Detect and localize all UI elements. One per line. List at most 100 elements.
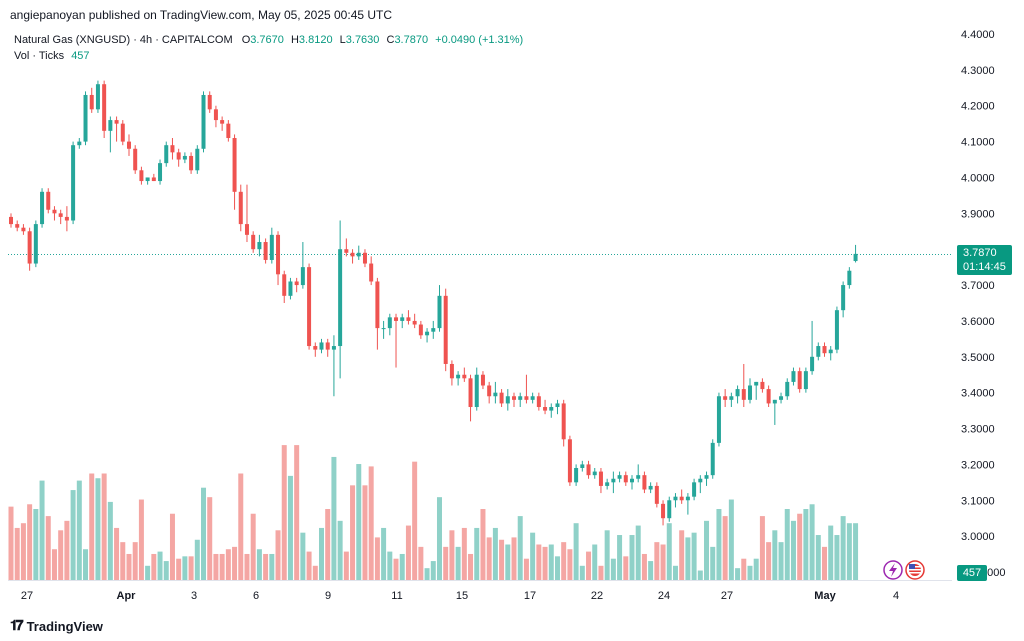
volume-bar: [635, 525, 641, 580]
candle-body: [195, 148, 200, 171]
volume-bar: [536, 544, 542, 580]
volume-bar: [747, 565, 753, 580]
candle-body: [251, 234, 256, 250]
candle-body: [269, 234, 274, 260]
candle-body: [822, 346, 827, 354]
candle-body: [201, 94, 206, 149]
volume-bar: [151, 553, 157, 580]
volume-bar: [772, 530, 778, 580]
close-label: C: [386, 34, 395, 46]
volume-bar: [64, 520, 70, 580]
volume-bar: [846, 523, 852, 580]
time-tick-label: 27: [721, 590, 733, 602]
candle-body: [741, 389, 746, 400]
volume-bar: [157, 551, 163, 580]
candle-body: [586, 464, 591, 476]
candle-body: [164, 145, 169, 164]
volume-bar: [797, 513, 803, 580]
candle-body: [723, 396, 728, 400]
volume-bar: [679, 530, 685, 580]
volume-bar: [449, 530, 455, 580]
volume-bar: [486, 537, 492, 580]
candle-body: [673, 496, 678, 501]
volume-bar: [287, 475, 293, 580]
lightning-icon[interactable]: [883, 560, 903, 580]
candle-body: [344, 249, 349, 253]
volume-bar: [468, 553, 474, 580]
volume-bar: [83, 549, 89, 580]
price-tick-label: 3.9000: [961, 208, 995, 220]
candle-body: [338, 249, 343, 347]
candle-body: [580, 464, 585, 468]
volume-badge: 457: [957, 565, 987, 581]
us-flag-icon[interactable]: [905, 560, 925, 580]
volume-bar: [219, 553, 225, 580]
price-tick-label: 3.3000: [961, 424, 995, 436]
volume-bar: [834, 535, 840, 580]
candle-body: [356, 252, 361, 257]
volume-bar: [573, 523, 579, 580]
volume-bar: [716, 509, 722, 580]
candle-body: [369, 263, 374, 282]
candle-body: [841, 285, 846, 311]
volume-bar: [145, 565, 151, 580]
candle-body: [735, 389, 740, 397]
volume-bar: [70, 490, 76, 580]
volume-bar: [337, 520, 343, 580]
volume-bar: [331, 456, 337, 580]
volume-bar: [430, 561, 436, 580]
candle-body: [350, 252, 355, 257]
volume-bar: [660, 544, 666, 580]
time-tick-label: 3: [191, 590, 197, 602]
volume-bar: [163, 561, 169, 580]
price-tick-label: 3.0000: [961, 531, 995, 543]
volume-bar: [387, 551, 393, 580]
symbol-name: Natural Gas (XNGUSD) · 4h · CAPITALCOM: [14, 34, 233, 46]
candle-body: [512, 396, 517, 400]
tradingview-footer[interactable]: 𝟏𝟕 TradingView: [10, 618, 103, 634]
volume-legend: Vol · Ticks 457: [14, 50, 90, 62]
volume-bar: [39, 480, 45, 580]
time-tick-label: May: [814, 590, 836, 602]
volume-bar: [281, 445, 287, 580]
volume-bar: [654, 542, 660, 580]
volume-bar: [393, 558, 399, 580]
volume-bar: [741, 558, 747, 580]
candle-body: [449, 363, 454, 379]
candle-body: [362, 252, 367, 264]
candle-body: [574, 467, 579, 483]
candle-body: [238, 191, 243, 225]
volume-bar: [561, 542, 567, 580]
candle-body: [46, 191, 51, 210]
low-value: 3.7630: [345, 34, 380, 46]
publisher-line: angiepanoyan published on TradingView.co…: [10, 8, 393, 22]
candle-body: [456, 374, 461, 379]
price-tick-label: 3.7000: [961, 280, 995, 292]
price-tick-label: 9000: [981, 567, 1005, 579]
time-tick-label: 11: [391, 590, 402, 602]
candle-body: [617, 475, 622, 479]
volume-bar: [704, 520, 710, 580]
time-tick-label: 4: [893, 590, 899, 602]
time-axis[interactable]: 27 Apr 3 6 9 11 15 17 22 24 27 May 4: [21, 590, 899, 602]
price-axis[interactable]: 4.40004.30004.20004.10004.00003.90003.80…: [961, 29, 1005, 579]
high-value: 3.8120: [298, 34, 333, 46]
volume-bar: [809, 504, 815, 580]
volume-bar: [95, 478, 101, 580]
volume-bar: [126, 553, 132, 580]
volume-bar: [579, 565, 585, 580]
volume-bar: [840, 516, 846, 580]
candle-body: [760, 381, 765, 390]
open-value: 3.7670: [250, 34, 284, 46]
volume-bar: [176, 558, 182, 580]
candle-body: [853, 253, 858, 262]
candle-body: [27, 231, 32, 264]
volume-bar: [505, 544, 511, 580]
candle-body: [692, 482, 697, 497]
volume-bar: [169, 513, 175, 580]
candle-body: [220, 120, 225, 124]
volume-bar: [374, 537, 380, 580]
volume-bar: [263, 553, 269, 580]
volume-bar: [8, 506, 14, 580]
